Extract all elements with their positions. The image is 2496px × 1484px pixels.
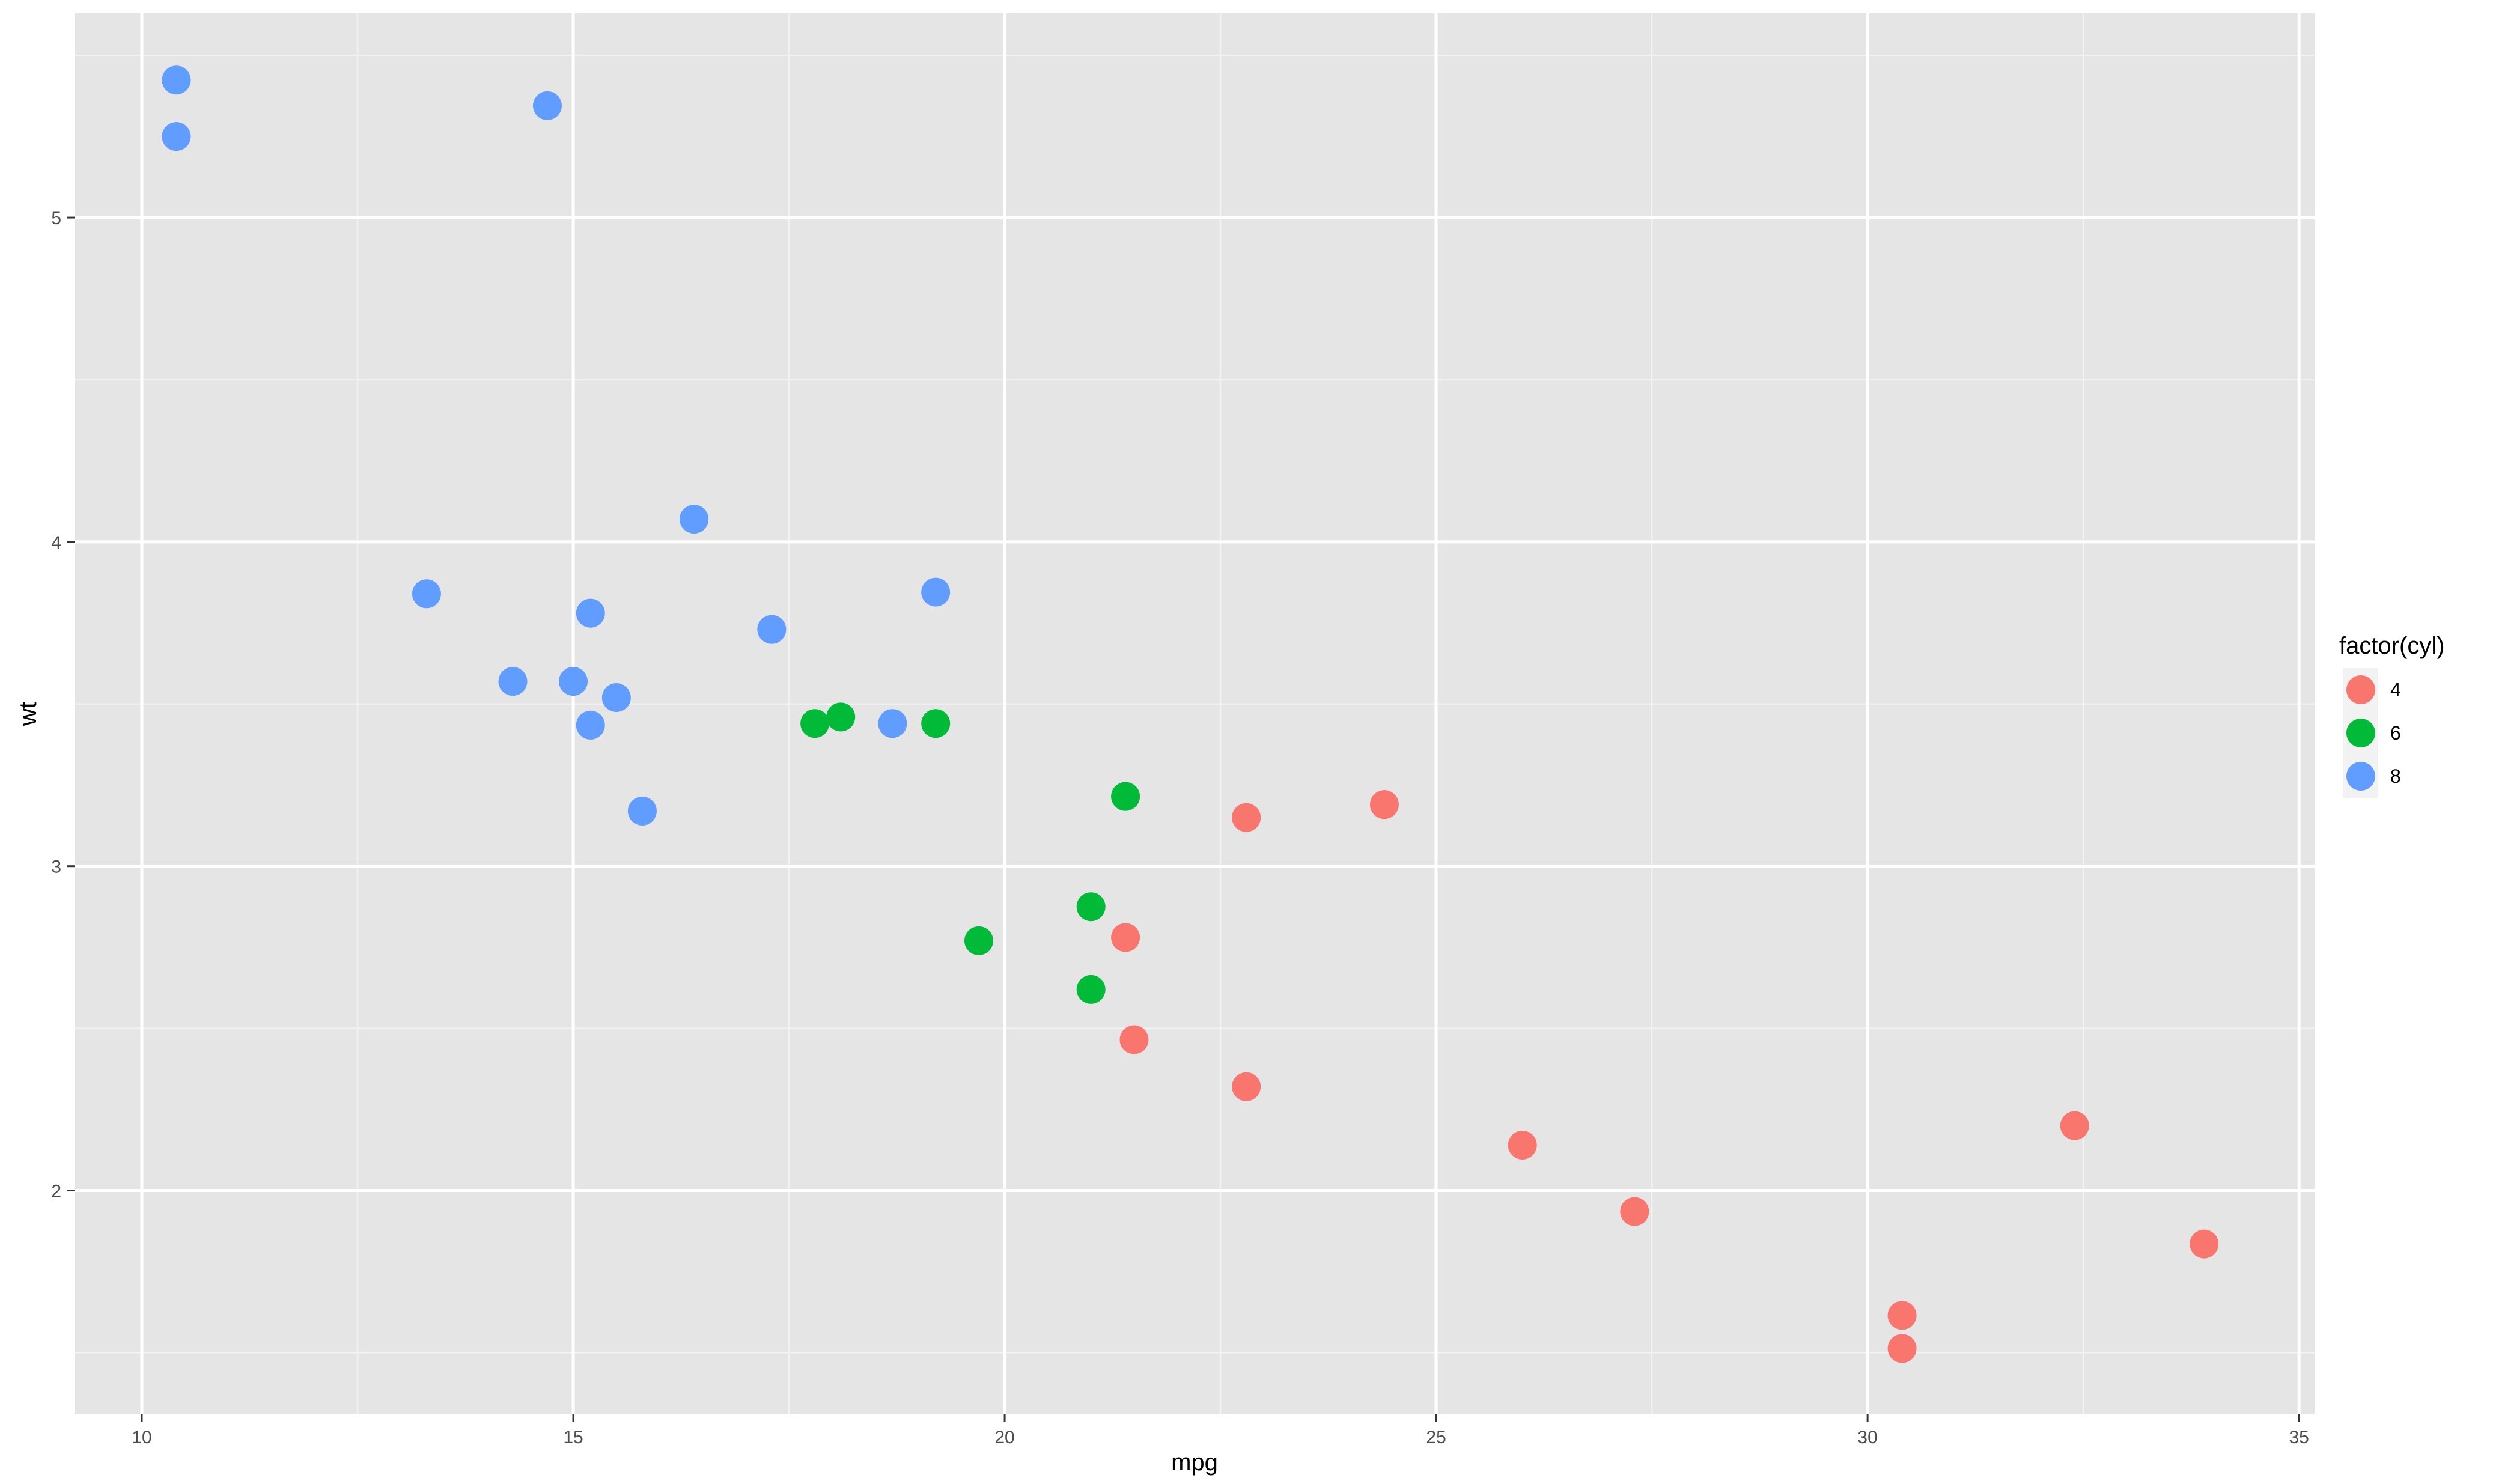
legend-key-6 (2346, 719, 2375, 747)
data-point-cyl-8 (627, 796, 657, 826)
data-point-cyl-4 (1369, 790, 1399, 820)
data-point-cyl-6 (964, 926, 993, 955)
legend-key-4 (2346, 675, 2375, 704)
data-point-cyl-6 (800, 709, 830, 738)
legend-key-8 (2346, 762, 2375, 791)
data-point-cyl-4 (2190, 1229, 2219, 1259)
legend-label-6: 6 (2390, 722, 2401, 744)
data-point-cyl-8 (757, 615, 787, 644)
legend-title: factor(cyl) (2339, 633, 2445, 659)
x-tick-label: 25 (1426, 1428, 1446, 1447)
major-gridlines (75, 13, 2315, 1414)
y-tick-label: 2 (51, 1182, 61, 1202)
data-point-cyl-6 (1076, 892, 1106, 922)
x-tick-label: 10 (132, 1428, 151, 1447)
x-tick-label: 15 (563, 1428, 583, 1447)
data-point-cyl-6 (1076, 975, 1106, 1004)
data-point-cyl-8 (412, 579, 441, 609)
plot-panel (75, 13, 2315, 1414)
data-point-cyl-8 (601, 683, 631, 713)
x-tick-label: 35 (2289, 1428, 2309, 1447)
data-point-cyl-8 (162, 65, 191, 95)
data-point-cyl-4 (1508, 1130, 1537, 1160)
legend: factor(cyl) 4 6 8 (2339, 633, 2445, 798)
x-axis-ticks: 10 15 20 25 30 35 (132, 1414, 2309, 1447)
x-tick-label: 20 (994, 1428, 1014, 1447)
data-point-cyl-8 (576, 598, 605, 628)
y-tick-label: 4 (51, 533, 61, 553)
data-point-cyl-4 (1111, 923, 1140, 952)
data-point-cyl-4 (1232, 1072, 1261, 1101)
data-point-cyl-8 (921, 577, 951, 607)
data-point-cyl-4 (2060, 1111, 2089, 1140)
legend-label-4: 4 (2390, 679, 2401, 701)
y-axis-title: wt (15, 702, 41, 726)
data-point-cyl-6 (826, 702, 856, 732)
y-tick-label: 5 (51, 208, 61, 228)
data-point-cyl-4 (1887, 1334, 1917, 1363)
minor-gridlines (75, 13, 2315, 1414)
data-point-cyl-8 (576, 710, 605, 740)
legend-items: 4 6 8 (2343, 668, 2401, 798)
y-tick-label: 3 (51, 857, 61, 877)
legend-label-8: 8 (2390, 765, 2401, 787)
data-point-cyl-4 (1119, 1025, 1149, 1054)
x-axis-title: mpg (1171, 1449, 1218, 1476)
data-point-cyl-4 (1232, 803, 1261, 832)
data-point-cyl-8 (878, 709, 907, 738)
data-point-cyl-8 (162, 122, 191, 151)
data-point-cyl-4 (1620, 1197, 1649, 1226)
data-points (162, 65, 2219, 1363)
data-point-cyl-8 (532, 91, 562, 120)
data-point-cyl-8 (680, 505, 709, 534)
data-point-cyl-6 (1111, 782, 1140, 811)
data-point-cyl-8 (498, 667, 528, 696)
data-point-cyl-8 (559, 667, 588, 696)
data-point-cyl-6 (921, 709, 951, 738)
data-point-cyl-4 (1887, 1301, 1917, 1330)
x-tick-label: 30 (1857, 1428, 1877, 1447)
y-axis-ticks: 2 3 4 5 (51, 208, 75, 1202)
